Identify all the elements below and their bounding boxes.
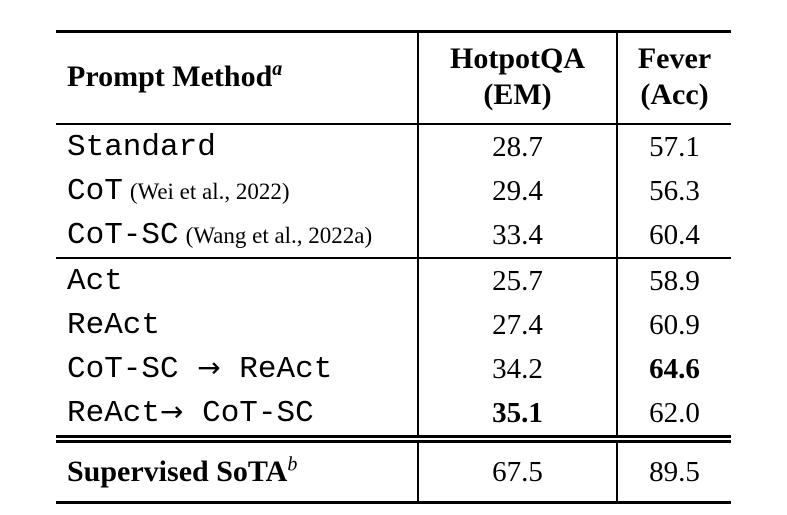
hotpotqa-value: 33.4 [417,213,617,258]
fever-value: 60.9 [616,303,731,347]
header-prompt-method: Prompt Methoda [56,31,418,125]
table-row: Supervised SoTAb 67.5 89.5 [56,435,731,503]
method-name: CoT [67,174,123,209]
method-cell: Act [56,257,418,303]
fever-label: Fever [637,42,712,75]
results-table: Prompt Methoda HotpotQA (EM) Fever (Acc)… [56,30,731,504]
arrow-icon: → [160,395,184,428]
method-cell: CoT (Wei et al., 2022) [56,169,418,213]
fever-value: 60.4 [616,213,731,258]
method-name: Standard [67,130,216,165]
fever-value: 57.1 [616,124,731,169]
table-row: ReAct 27.4 60.9 [56,303,731,347]
prompt-method-label: Prompt Method [67,60,273,93]
hotpotqa-value: 27.4 [417,303,617,347]
fever-metric-label: (Acc) [640,78,709,111]
fever-value: 62.0 [616,391,731,439]
table-row: CoT-SC → ReAct 34.2 64.6 [56,347,731,391]
method-name: Supervised SoTA [67,455,288,488]
table-row: CoT (Wei et al., 2022) 29.4 56.3 [56,169,731,213]
hotpotqa-value: 67.5 [417,435,617,503]
hotpotqa-value: 29.4 [417,169,617,213]
hotpotqa-value: 34.2 [417,347,617,391]
method-cell: CoT-SC → ReAct [56,347,418,391]
table-row: Standard 28.7 57.1 [56,124,731,169]
header-hotpotqa: HotpotQA (EM) [417,31,617,125]
arrow-icon: → [197,351,221,384]
hotpotqa-value: 35.1 [417,391,617,439]
method-cell: Supervised SoTAb [56,435,418,503]
method-cell: CoT-SC (Wang et al., 2022a) [56,213,418,258]
citation: (Wei et al., 2022) [129,179,290,204]
method-name: Act [67,264,123,299]
header-row: Prompt Methoda HotpotQA (EM) Fever (Acc) [56,31,731,125]
method-name: ReAct [67,308,161,343]
method-cell: ReAct [56,303,418,347]
header-fever: Fever (Acc) [616,31,731,125]
hotpotqa-metric-label: (EM) [483,78,552,111]
method-name: CoT-SC → ReAct [67,351,333,387]
table-row: Act 25.7 58.9 [56,257,731,303]
hotpotqa-value: 25.7 [417,257,617,303]
results-table-body: Standard 28.7 57.1 CoT (Wei et al., 2022) 29.… [56,124,731,503]
hotpotqa-value: 28.7 [417,124,617,169]
method-name: CoT-SC [67,218,179,253]
hotpotqa-label: HotpotQA [450,42,585,75]
method-cell: Standard [56,124,418,169]
fever-value: 56.3 [616,169,731,213]
prompt-method-superscript: a [272,58,283,80]
fever-value: 58.9 [616,257,731,303]
method-superscript: b [287,453,298,476]
fever-value: 64.6 [616,347,731,391]
table-row: CoT-SC (Wang et al., 2022a) 33.4 60.4 [56,213,731,258]
fever-value: 89.5 [616,435,731,503]
citation: (Wang et al., 2022a) [185,223,373,248]
method-cell: ReAct→ CoT-SC [56,391,418,439]
method-name: ReAct→ CoT-SC [67,395,314,431]
table-row: ReAct→ CoT-SC 35.1 62.0 [56,391,731,439]
